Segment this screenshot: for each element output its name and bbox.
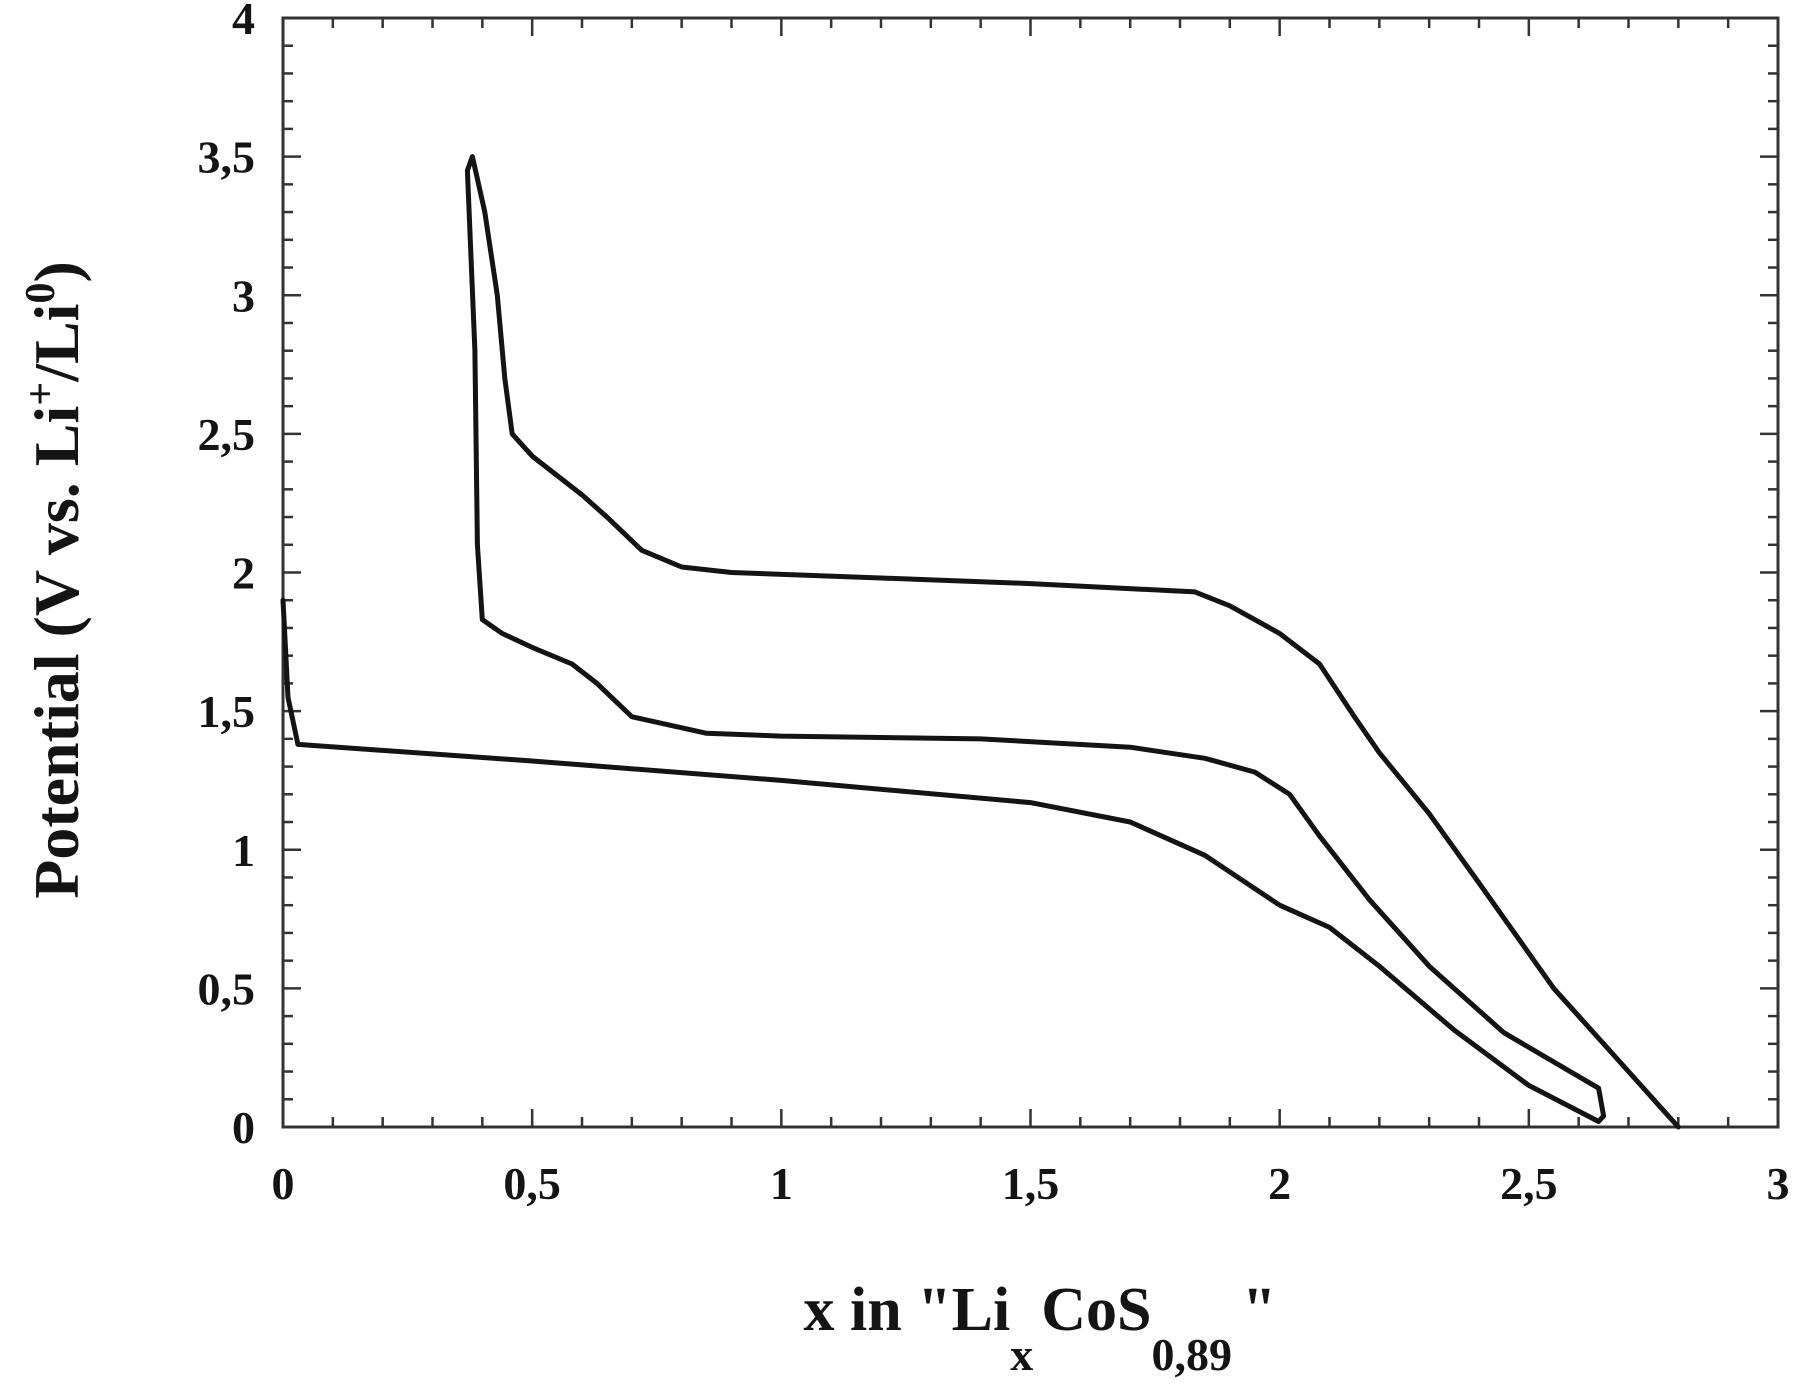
y-tick-label: 0,5: [198, 963, 256, 1014]
tick-marks: [281, 16, 1780, 1129]
y-axis-title: Potential (V vs. Li+/Li0): [18, 261, 92, 899]
x-tick-label: 1: [770, 1158, 793, 1209]
y-tick-label: 2,5: [198, 409, 256, 460]
y-tick-label: 1: [232, 825, 255, 876]
x-tick-label: 0,5: [503, 1158, 561, 1209]
y-tick-label: 0: [232, 1102, 255, 1153]
x-tick-label: 2,5: [1500, 1158, 1558, 1209]
x-tick-label: 3: [1767, 1158, 1790, 1209]
y-tick-label: 3: [232, 270, 255, 321]
series-layer: [280, 154, 1681, 1130]
tick-labels: 0 0,5 1 1,5 2 2,5 3 0 0,5 1 1,5 2 2,5 3 3,5 4: [198, 0, 1790, 1209]
x-axis-title: x in "LixCoS0,89": [804, 1276, 1277, 1380]
y-tick-label: 1,5: [198, 686, 256, 737]
y-tick-label: 4: [232, 0, 255, 44]
x-tick-label: 0: [272, 1158, 295, 1209]
x-tick-label: 2: [1268, 1158, 1291, 1209]
x-tick-label: 1,5: [1002, 1158, 1060, 1209]
series-line: [280, 154, 1681, 1130]
plot-frame: [281, 16, 1780, 1129]
y-tick-label: 3,5: [198, 132, 256, 183]
y-tick-label: 2: [232, 548, 255, 599]
